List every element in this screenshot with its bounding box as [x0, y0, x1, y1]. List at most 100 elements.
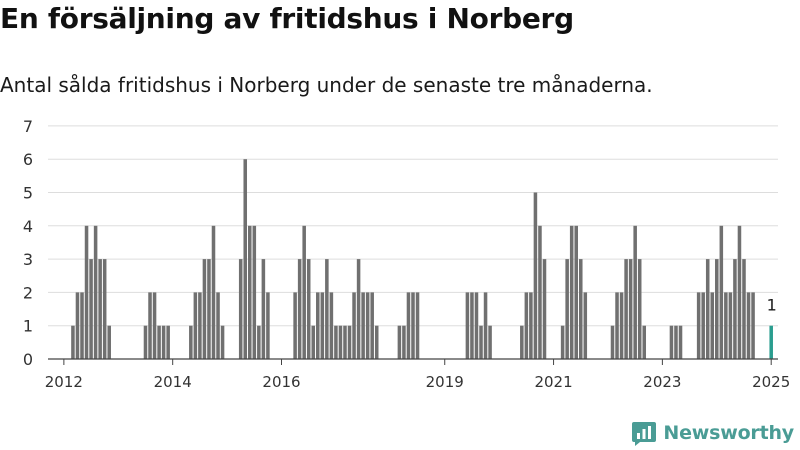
bar — [297, 259, 302, 359]
bar — [316, 292, 320, 359]
bar — [143, 325, 148, 359]
bar — [257, 325, 261, 359]
bar — [560, 325, 565, 359]
data-label: 1 — [767, 296, 777, 315]
bar-chart: 0 1 2 3 4 5 6 7 1 2012 2014 2016 2019 2021 2023 2025 — [23, 117, 790, 391]
bar — [619, 292, 624, 359]
bar — [302, 225, 306, 359]
bar — [148, 292, 152, 359]
bar — [198, 292, 202, 359]
bar — [470, 292, 474, 359]
bar — [202, 259, 207, 359]
y-tick-label: 3 — [23, 250, 33, 269]
y-tick-label: 6 — [23, 150, 33, 169]
bar — [678, 325, 683, 359]
bar — [710, 292, 715, 359]
y-tick-label: 1 — [23, 317, 33, 336]
bar — [488, 325, 492, 359]
bar — [615, 292, 619, 359]
bar — [211, 225, 216, 359]
x-tick-label: 2019 — [426, 373, 464, 391]
page-title: En försäljning av fritidshus i Norberg — [0, 2, 574, 35]
y-tick-label: 7 — [23, 117, 33, 136]
bar — [238, 259, 243, 359]
y-tick-label: 4 — [23, 217, 33, 236]
bar — [352, 292, 356, 359]
bar — [701, 292, 705, 359]
bar — [293, 292, 297, 359]
y-tick-label: 5 — [23, 184, 33, 203]
bar — [220, 325, 225, 359]
bar — [624, 259, 628, 359]
bar — [751, 292, 755, 359]
bar — [533, 192, 538, 359]
bar — [610, 325, 615, 359]
bar — [719, 225, 724, 359]
bar — [325, 259, 329, 359]
bar — [189, 325, 193, 359]
bar — [746, 292, 751, 359]
bar — [329, 292, 334, 359]
page-subtitle: Antal sålda fritidshus i Norberg under d… — [0, 73, 653, 97]
bar — [152, 292, 157, 359]
bar — [397, 325, 402, 359]
bar — [411, 292, 415, 359]
bar — [374, 325, 379, 359]
bar — [243, 159, 248, 359]
y-tick-label: 2 — [23, 283, 33, 302]
bar — [728, 292, 733, 359]
bar — [248, 225, 252, 359]
bar — [733, 259, 737, 359]
bar — [538, 225, 542, 359]
bar — [338, 325, 343, 359]
bar — [642, 325, 647, 359]
bar — [578, 259, 583, 359]
bar — [465, 292, 470, 359]
bar — [166, 325, 170, 359]
bar — [261, 259, 266, 359]
bar — [737, 225, 742, 359]
newsworthy-logo-icon — [632, 422, 657, 446]
bar — [361, 292, 365, 359]
bar — [216, 292, 220, 359]
bar — [402, 325, 406, 359]
bar — [406, 292, 411, 359]
bar — [483, 292, 488, 359]
bar — [334, 325, 338, 359]
brand-logo: Newsworthy — [631, 420, 794, 446]
bar — [102, 259, 107, 359]
y-tick-label: 0 — [23, 350, 33, 369]
bar — [89, 259, 93, 359]
bar — [84, 225, 89, 359]
bar — [266, 292, 270, 359]
bar — [107, 325, 111, 359]
brand-name: Newsworthy — [663, 422, 794, 444]
bar — [71, 325, 75, 359]
bar — [569, 225, 574, 359]
bar — [311, 325, 316, 359]
bar — [583, 292, 588, 359]
x-tick-label: 2012 — [45, 373, 83, 391]
bar — [565, 259, 569, 359]
bar — [347, 325, 352, 359]
bar — [742, 259, 746, 359]
bar — [633, 225, 637, 359]
bar — [715, 259, 719, 359]
bar — [524, 292, 529, 359]
bar — [98, 259, 102, 359]
bar — [529, 292, 533, 359]
bar — [365, 292, 370, 359]
bar — [574, 225, 578, 359]
bar — [320, 292, 325, 359]
bar — [669, 325, 674, 359]
bar — [705, 259, 710, 359]
bar — [161, 325, 166, 359]
bar — [75, 292, 80, 359]
x-tick-label: 2016 — [262, 373, 300, 391]
x-tick-label: 2014 — [154, 373, 192, 391]
x-tick-label: 2021 — [534, 373, 572, 391]
bar — [474, 292, 479, 359]
bar — [542, 259, 547, 359]
x-tick-label: 2023 — [643, 373, 681, 391]
bar — [520, 325, 524, 359]
